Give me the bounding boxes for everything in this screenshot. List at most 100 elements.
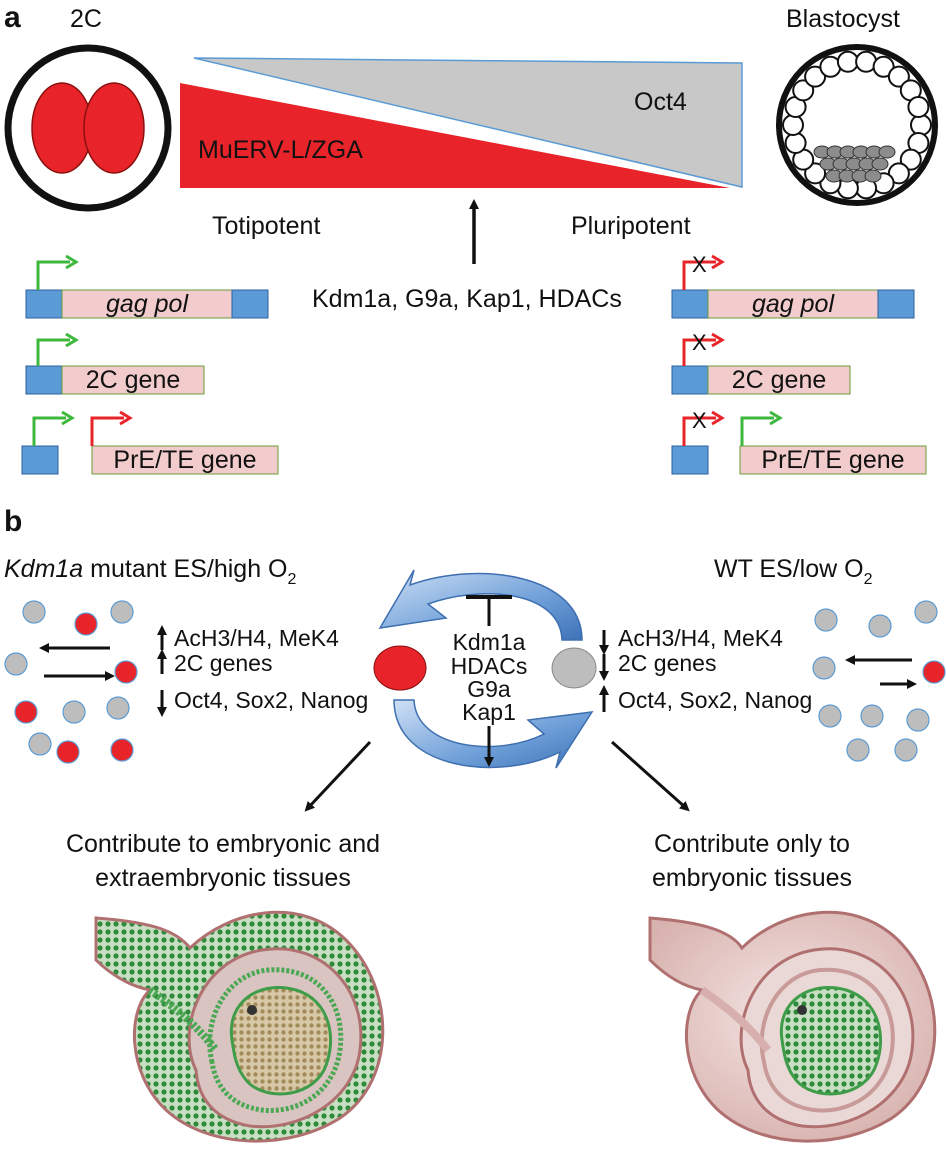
outcome-right-line1: Contribute only to xyxy=(654,830,850,858)
stage-blastocyst-label: Blastocyst xyxy=(786,5,900,33)
left-cell-population xyxy=(4,600,138,764)
red-cell-icon xyxy=(373,645,427,691)
center-factor-4: Kap1 xyxy=(462,699,516,725)
repression-x: X xyxy=(692,330,707,355)
top-cycle-arrow xyxy=(378,569,583,641)
left-marks-histone: AcH3/H4, MeK4 xyxy=(174,625,339,651)
trophectoderm-cell xyxy=(872,55,895,78)
trophectoderm-cell xyxy=(887,162,910,185)
left-pre-te-gene-construct: PrE/TE gene xyxy=(21,410,279,475)
left-condition-rest: mutant ES/high O xyxy=(83,555,287,583)
pluripotent-label: Pluripotent xyxy=(571,212,691,240)
panel-b-letter: b xyxy=(4,505,22,538)
embryo-embryonic-only-icon xyxy=(648,910,937,1143)
red-cell xyxy=(922,660,946,684)
left-marks-pluri: Oct4, Sox2, Nanog xyxy=(174,687,368,713)
right-marks-histone: AcH3/H4, MeK4 xyxy=(618,625,783,651)
oct4-label: Oct4 xyxy=(634,88,687,116)
muerv-gradient xyxy=(180,83,730,188)
panel-a-letter: a xyxy=(4,1,21,34)
gray-cell xyxy=(4,652,28,676)
gray-cell xyxy=(812,656,836,680)
repression-x: X xyxy=(692,252,707,277)
gray-cell xyxy=(894,738,918,762)
right-condition-label: WT ES/low O2 xyxy=(714,555,873,588)
gray-cell xyxy=(860,704,884,728)
left-gag-pol-construct: gag pol xyxy=(25,254,269,319)
gray-cell xyxy=(818,704,842,728)
blastocyst-icon xyxy=(776,44,938,206)
right-2c-gene-construct: 2C gene X xyxy=(671,330,851,395)
trophectoderm-cell xyxy=(804,162,827,185)
gag-pol-label: gag pol xyxy=(106,290,189,318)
gray-cell xyxy=(22,600,46,624)
repression-x: X xyxy=(692,408,707,433)
green-promoter-arrow xyxy=(36,260,70,290)
trophectoderm-cell xyxy=(899,148,922,171)
gray-cell xyxy=(868,614,892,638)
red-cell xyxy=(56,740,80,764)
gray-cell xyxy=(906,708,930,732)
muerv-zga-label: MuERV-L/ZGA xyxy=(198,136,363,164)
left-2c-gene-construct: 2C gene xyxy=(25,332,205,395)
kdm1a-mutant-gene: Kdm1a xyxy=(4,555,83,583)
trophectoderm-cell xyxy=(836,50,859,73)
trophectoderm-cell xyxy=(782,114,804,136)
trophectoderm-cell xyxy=(910,114,932,136)
gray-cell xyxy=(110,600,134,624)
gray-cell xyxy=(106,696,130,720)
stage-2c-label: 2C xyxy=(70,5,102,33)
left-condition-label: Kdm1a mutant ES/high O2 xyxy=(4,555,297,588)
inner-cell-mass-cell xyxy=(864,169,882,183)
gray-cell xyxy=(914,600,938,624)
red-cell xyxy=(114,660,138,684)
gray-cell xyxy=(846,738,870,762)
inner-cell-mass-cell xyxy=(878,145,896,159)
trophectoderm-cell xyxy=(907,96,930,118)
gray-cell-icon xyxy=(551,647,597,689)
gray-cell xyxy=(28,732,52,756)
red-cell xyxy=(14,700,38,724)
right-marks-list: AcH3/H4, MeK4 2C genes Oct4, Sox2, Nanog xyxy=(599,625,812,713)
center-factor-2: HDACs xyxy=(451,653,528,679)
two-cell-embryo-icon xyxy=(4,44,172,212)
gag-pol-label-right: gag pol xyxy=(752,290,835,318)
trophectoderm-cell xyxy=(804,65,827,88)
inner-cell-mass-cell xyxy=(871,157,889,171)
left-marks-2c: 2C genes xyxy=(174,650,272,676)
right-outcome-arrow xyxy=(611,740,690,812)
right-marks-pluri: Oct4, Sox2, Nanog xyxy=(618,687,812,713)
gray-cell xyxy=(62,700,86,724)
central-cycle: Kdm1a HDACs G9a Kap1 xyxy=(373,569,597,769)
outcome-left-line1: Contribute to embryonic and xyxy=(66,830,380,858)
trophectoderm-cell xyxy=(784,132,807,154)
center-factor-1: Kdm1a xyxy=(453,629,526,655)
trophectoderm-cell xyxy=(887,65,910,88)
bottom-cycle-arrow xyxy=(393,699,594,769)
outcome-left-line2: extraembryonic tissues xyxy=(95,864,351,892)
center-factor-3: G9a xyxy=(467,676,511,702)
two-c-gene-label-right: 2C gene xyxy=(732,366,827,394)
red-cell xyxy=(74,612,98,636)
gray-cell xyxy=(814,608,838,632)
pre-te-gene-label-right: PrE/TE gene xyxy=(761,446,904,474)
o2-subscript-left: 2 xyxy=(288,571,297,588)
o2-subscript-right: 2 xyxy=(864,571,873,588)
regulators-label: Kdm1a, G9a, Kap1, HDACs xyxy=(312,285,622,313)
red-cell xyxy=(110,738,134,762)
oct4-gradient xyxy=(193,57,743,188)
right-gag-pol-construct: gag pol X xyxy=(671,252,915,319)
two-c-gene-label: 2C gene xyxy=(86,366,181,394)
left-outcome-arrow xyxy=(304,740,372,812)
pre-te-gene-label: PrE/TE gene xyxy=(113,446,256,474)
embryo-chimera-extraembryonic-icon xyxy=(94,910,385,1143)
left-marks-list: AcH3/H4, MeK4 2C genes Oct4, Sox2, Nanog xyxy=(157,625,368,717)
totipotent-label: Totipotent xyxy=(212,212,320,240)
trophectoderm-cell xyxy=(792,79,815,102)
outcome-right-line2: embryonic tissues xyxy=(652,864,852,892)
right-pre-te-gene-construct: X PrE/TE gene xyxy=(671,408,927,475)
right-cell-population xyxy=(812,600,946,762)
right-condition-text: WT ES/low O xyxy=(714,555,864,583)
right-marks-2c: 2C genes xyxy=(618,650,716,676)
